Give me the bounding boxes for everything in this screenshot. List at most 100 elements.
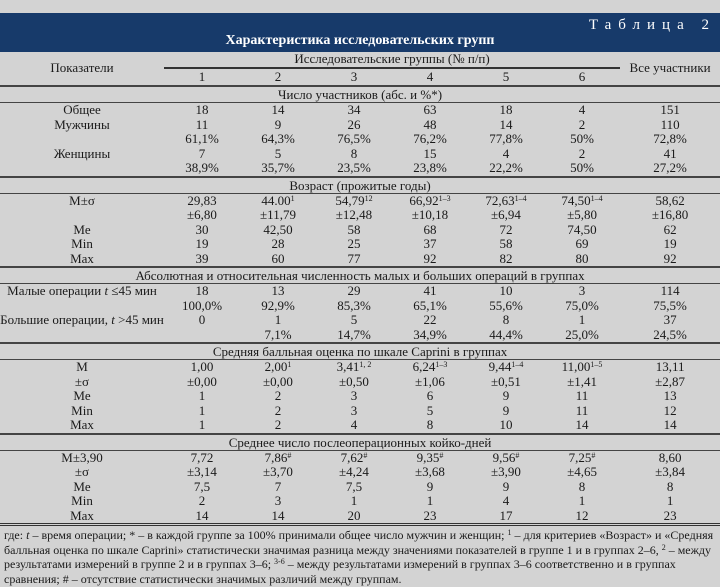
- cell-group-1: 2: [164, 493, 240, 509]
- cell-group-1: 11 61,1%: [164, 117, 240, 147]
- cell-value: 7,25#: [544, 450, 620, 466]
- cell-value: 8: [620, 479, 720, 495]
- cell-value: 8: [392, 417, 468, 433]
- cell-value-2: 7,1%: [264, 326, 292, 342]
- cell-value-2: 76,2%: [413, 131, 447, 146]
- cell-value-2: 85,3%: [337, 297, 371, 313]
- top-strip: [0, 0, 720, 13]
- cell-value: 14: [468, 117, 544, 133]
- cell-all: 19: [620, 236, 720, 252]
- label-line-1: Женщины: [53, 145, 111, 161]
- row-label: Min: [0, 403, 164, 419]
- cell-group-5: 8 44,4%: [468, 312, 544, 343]
- cell-all: 41 27,2%: [620, 145, 720, 177]
- row-label: Me: [0, 479, 164, 495]
- table-end-rule: [0, 523, 720, 526]
- cell-all: 151: [620, 102, 720, 118]
- cell-value: 25: [316, 236, 392, 252]
- cell-value-2: ±16,80: [651, 207, 689, 222]
- row-label: Малые операции t ≤45 мин: [0, 283, 164, 314]
- cell-group-5: 9: [468, 403, 544, 419]
- table-row: Max 1 2 4 8 10 14 14: [0, 417, 720, 434]
- value: 14: [271, 507, 285, 523]
- value: 39: [195, 250, 209, 266]
- table-row: Max 39 60 77 92 82 80 92: [0, 250, 720, 268]
- cell-group-6: 74,50: [544, 222, 620, 238]
- value: 8: [578, 478, 586, 494]
- cell-group-6: 1: [544, 493, 620, 509]
- value: 41: [663, 145, 677, 161]
- value: 1: [198, 402, 206, 418]
- cell-value-2: 100,0%: [181, 297, 223, 313]
- value: 7: [274, 478, 282, 494]
- label-line-1: Min: [71, 236, 93, 251]
- table-row: Me 1 2 3 6 9 11 13: [0, 388, 720, 404]
- value: 8,60: [658, 449, 682, 465]
- cell-value: 4: [316, 417, 392, 433]
- cell-value: 4: [544, 102, 620, 118]
- cell-value-2: 76,5%: [337, 131, 371, 146]
- cell-group-3: 26 76,5%: [316, 116, 392, 147]
- value: 26: [347, 116, 361, 132]
- footnote: где: t – время операции; * – в каждой гр…: [0, 526, 720, 586]
- cell-value-2: 23,8%: [413, 160, 447, 175]
- cell-value: 19: [164, 236, 240, 252]
- cell-value-2: 55,6%: [489, 297, 523, 313]
- value: 37: [423, 236, 437, 251]
- cell-value: 5: [240, 146, 316, 162]
- cell-value: 19: [620, 236, 720, 252]
- cell-group-3: 7,5: [316, 479, 392, 495]
- cell-group-3: 5 14,7%: [316, 312, 392, 343]
- cell-group-3: 29 85,3%: [316, 283, 392, 314]
- cell-value: 37: [620, 312, 720, 328]
- value: 1: [198, 388, 206, 403]
- cell-group-6: 12: [544, 508, 620, 524]
- cell-group-4: 23: [392, 508, 468, 524]
- value: 13,11: [655, 359, 685, 374]
- cell-value: 8,60: [620, 449, 720, 466]
- cell-value: 10: [468, 283, 544, 299]
- label-part: t: [111, 312, 115, 327]
- table-number: Таблица 2: [588, 17, 716, 33]
- value: 9: [274, 116, 282, 132]
- table-row: Малые операции t ≤45 мин 18 100,0% 13 92,9% 2…: [0, 283, 720, 314]
- cell-value: 4: [468, 493, 544, 509]
- cell-group-3: 8 23,5%: [316, 146, 392, 177]
- cell-value: 9: [240, 116, 316, 133]
- cell-value: 58: [316, 222, 392, 238]
- table-row: Женщины 7 38,9% 5 35,7% 8 23,5% 15 23,8% 4 22,2% 2 5…: [0, 145, 720, 177]
- cell-value: 23: [392, 508, 468, 524]
- cell-value: 8: [316, 146, 392, 162]
- cell-all: 58,62 ±16,80: [620, 193, 720, 223]
- value: 9,56: [492, 449, 516, 465]
- cell-value: 41: [620, 145, 720, 162]
- value: 72,63: [485, 192, 515, 208]
- cell-value: 72: [468, 222, 544, 238]
- cell-value-2: ±3,84: [655, 464, 686, 479]
- cell-value: 1,00: [164, 359, 240, 375]
- cell-value-2: ±5,80: [567, 207, 597, 222]
- label-line-1: M: [76, 359, 88, 374]
- cell-value-2: 14,7%: [337, 326, 371, 342]
- cell-group-1: 7,72 ±3,14: [164, 450, 240, 480]
- cell-value: 7,72: [164, 450, 240, 466]
- value: 114: [660, 283, 680, 298]
- footnote-part: 2: [661, 542, 666, 552]
- cell-value: 29: [316, 283, 392, 299]
- cell-group-3: 54,7912 ±12,48: [316, 193, 392, 223]
- value: 13: [663, 388, 677, 403]
- cell-value: 11,001–5: [544, 359, 620, 375]
- cell-group-1: 7 38,9%: [164, 146, 240, 177]
- cell-group-6: 74,501–4 ±5,80: [544, 193, 620, 223]
- value: 11: [575, 388, 589, 403]
- row-label: Мужчины: [0, 117, 164, 147]
- cell-all: 8,60 ±3,84: [620, 450, 720, 480]
- label-line-2: ±σ: [74, 373, 90, 389]
- footnote-part: – время операции; * – в каждой группе за…: [29, 528, 508, 542]
- cell-value: 9,441–4: [468, 359, 544, 375]
- cell-value-2: 50%: [570, 160, 594, 175]
- cell-group-4: 5: [392, 403, 468, 419]
- cell-value: 2: [544, 117, 620, 133]
- cell-value: 5: [316, 312, 392, 328]
- value: 58,62: [655, 192, 685, 208]
